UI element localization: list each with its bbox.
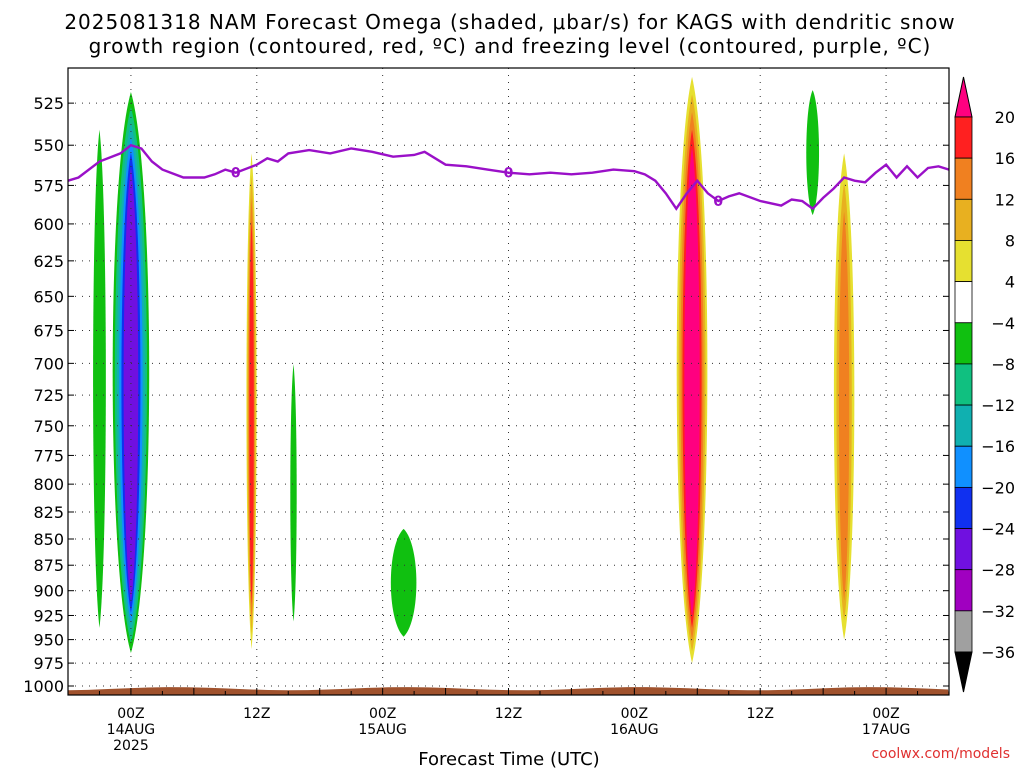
freezing-level-line (67, 143, 950, 211)
y-tick-label-925: 925 (33, 606, 64, 625)
y-tick-label-950: 950 (33, 631, 64, 650)
omega-shading (89, 76, 855, 664)
colorbar-label-3: 8 (1005, 231, 1015, 250)
colorbar-bottom-arrow (954, 651, 973, 693)
colorbar-swatch-6 (954, 363, 973, 406)
omega-feature-1-level-6 (123, 167, 139, 603)
colorbar-swatch-5 (954, 322, 973, 365)
x-tick-label-42-0: 00Z (621, 706, 648, 722)
x-tick-label-54-0: 12Z (747, 706, 774, 722)
omega-feature-3-level-1 (290, 364, 297, 622)
colorbar-label-4: 4 (1005, 273, 1015, 292)
y-tick-label-750: 750 (33, 417, 64, 436)
y-tick-label-650: 650 (33, 287, 64, 306)
omega-feature-5-level-5 (686, 164, 698, 605)
y-tick-label-725: 725 (33, 386, 64, 405)
omega-feature-2-level-3 (249, 220, 254, 605)
x-tick-label-30-0: 12Z (495, 706, 522, 722)
freezing-level-label-1: 0 (504, 166, 514, 182)
colorbar-label-5: −4 (991, 314, 1015, 333)
y-tick-label-1000: 1000 (23, 677, 64, 696)
colorbar-label-2: 12 (995, 190, 1015, 209)
y-tick-label-575: 575 (33, 176, 64, 195)
chart-title-line1: 2025081318 NAM Forecast Omega (shaded, μ… (64, 10, 955, 34)
x-tick-label-66-1: 17AUG (862, 722, 911, 738)
colorbar-swatch-1 (954, 157, 973, 200)
y-tick-label-625: 625 (33, 252, 64, 271)
colorbar-label-9: −20 (981, 478, 1015, 497)
chart-title-line2: growth region (contoured, red, ºC) and f… (89, 34, 932, 58)
colorbar-swatch-4 (954, 281, 973, 324)
y-tick-label-600: 600 (33, 215, 64, 234)
y-tick-label-850: 850 (33, 530, 64, 549)
x-tick-label--6-1: 14AUG (107, 722, 156, 738)
colorbar-label-0: 20 (995, 108, 1015, 127)
colorbar-label-13: −36 (981, 643, 1015, 662)
colorbar-top-arrow (954, 76, 973, 118)
y-tick-label-775: 775 (33, 446, 64, 465)
colorbar-label-1: 16 (995, 149, 1015, 168)
omega-feature-4-level-1 (390, 528, 417, 637)
y-tick-label-700: 700 (33, 354, 64, 373)
y-tick-label-875: 875 (33, 556, 64, 575)
y-tick-label-525: 525 (33, 94, 64, 113)
x-axis-label: Forecast Time (UTC) (418, 749, 599, 768)
colorbar-swatch-10 (954, 528, 973, 571)
pressure-axis: 525 550 575 600 625 650 675 700 725 750 775 800 825 8… (23, 94, 949, 696)
x-tick-label-18-0: 00Z (369, 706, 396, 722)
x-tick-label-66-0: 00Z (872, 706, 899, 722)
omega-colorbar: 20 16 12 8 4 −4 −8 −12 −16 −20 −24 −28 −32 −36 (954, 76, 1015, 693)
y-tick-label-675: 675 (33, 321, 64, 340)
freezing-level-contour: 0 0 0 (67, 143, 950, 211)
freezing-level-label-2: 0 (713, 194, 723, 210)
x-tick-label-6-0: 12Z (243, 706, 270, 722)
colorbar-swatch-11 (954, 569, 973, 612)
colorbar-swatch-9 (954, 486, 973, 529)
colorbar-swatch-0 (954, 116, 973, 159)
y-tick-label-800: 800 (33, 475, 64, 494)
omega-feature-0-level-1 (93, 129, 106, 628)
omega-feature-6-level-1 (806, 90, 820, 216)
x-tick-label--6-0: 00Z (117, 706, 144, 722)
colorbar-swatch-7 (954, 404, 973, 447)
x-tick-label-18-1: 15AUG (358, 722, 407, 738)
colorbar-swatch-12 (954, 610, 973, 653)
credit-text: coolwx.com/models (872, 746, 1010, 762)
colorbar-label-12: −32 (981, 602, 1015, 621)
colorbar-label-11: −28 (981, 561, 1015, 580)
omega-feature-7-level-2 (839, 211, 850, 601)
y-tick-label-550: 550 (33, 136, 64, 155)
y-tick-label-825: 825 (33, 503, 64, 522)
colorbar-label-6: −8 (991, 355, 1015, 374)
x-tick-label-42-1: 16AUG (610, 722, 659, 738)
colorbar-label-7: −12 (981, 396, 1015, 415)
x-tick-label--6-2: 2025 (113, 738, 149, 754)
colorbar-swatch-8 (954, 445, 973, 488)
colorbar-swatch-2 (954, 198, 973, 241)
colorbar-label-8: −16 (981, 437, 1015, 456)
y-tick-label-975: 975 (33, 654, 64, 673)
freezing-level-label-0: 0 (231, 166, 241, 182)
colorbar-swatch-3 (954, 240, 973, 283)
y-tick-label-900: 900 (33, 582, 64, 601)
colorbar-label-10: −24 (981, 520, 1015, 539)
